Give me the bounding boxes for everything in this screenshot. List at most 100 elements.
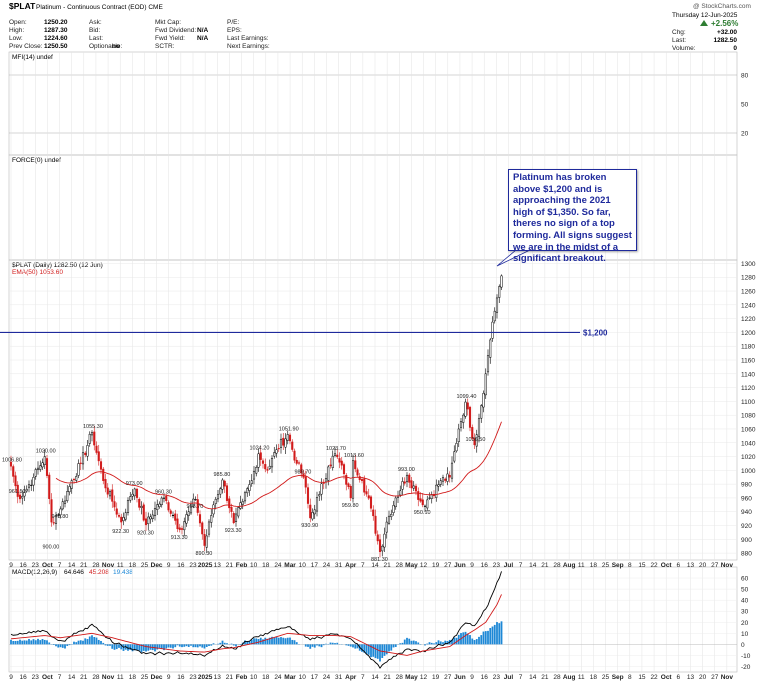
x-tick-label: 14 <box>68 674 76 681</box>
macd-histogram-bar <box>331 642 334 645</box>
candle-body <box>61 501 64 510</box>
candle-body <box>304 476 307 488</box>
x-tick-label: 11 <box>578 562 585 569</box>
macd-histogram-bar <box>199 644 201 647</box>
price-annotation: 920.30 <box>137 530 154 536</box>
macd-histogram-bar <box>417 642 420 645</box>
price-annotation: 973.00 <box>126 481 143 487</box>
x-tick-label: 11 <box>117 562 124 569</box>
header-field-label: High: <box>9 27 24 34</box>
candle-body <box>99 461 103 470</box>
candle-body <box>351 460 355 499</box>
candle-body <box>239 502 242 509</box>
candle-body <box>313 509 316 515</box>
macd-histogram-bar <box>464 631 467 645</box>
header-field-value: 0 <box>733 45 737 52</box>
x-tick-label: 10 <box>250 674 258 681</box>
macd-histogram-bar <box>462 632 465 645</box>
macd-histogram-bar <box>32 639 35 645</box>
x-tick-label: 10 <box>299 674 307 681</box>
header-field-value: 1250.50 <box>44 43 68 50</box>
macd-histogram-bar <box>235 644 237 647</box>
candle-body <box>453 451 456 462</box>
x-tick-label: Oct <box>42 562 54 569</box>
candle-body <box>147 516 150 525</box>
x-tick-label: 22 <box>650 674 658 681</box>
candle-body <box>72 478 76 481</box>
candle-body <box>241 501 244 505</box>
x-tick-label: 10 <box>250 562 258 569</box>
macd-histogram-bar <box>392 644 395 648</box>
annotation-box: Platinum has broken above $1,200 and is … <box>508 169 637 264</box>
candle-body <box>270 457 274 468</box>
candle-body <box>480 405 483 419</box>
candle-body <box>293 450 296 461</box>
macd-histogram-bar <box>446 640 449 645</box>
macd-histogram-bar <box>361 644 363 652</box>
macd-histogram-bar <box>268 637 271 645</box>
macd-histogram-bar <box>347 644 350 646</box>
x-tick-label: 28 <box>396 674 404 681</box>
candle-body <box>131 493 134 497</box>
price-annotation: 930.90 <box>301 523 318 529</box>
candle-body <box>93 431 96 446</box>
candle-body <box>284 438 287 448</box>
price-annotation: 950.10 <box>414 510 431 516</box>
candle-body <box>268 465 271 469</box>
macd-histogram-bar <box>471 638 474 645</box>
macd-histogram-bar <box>28 639 30 645</box>
price-annotation: 993.00 <box>398 467 415 473</box>
candle-body <box>248 484 251 491</box>
price-tick-label: 1200 <box>741 330 756 337</box>
macd-histogram-bar <box>221 640 224 645</box>
mfi-tick-label: 50 <box>741 102 749 109</box>
price-annotation: 960.30 <box>155 490 172 496</box>
macd-histogram-bar <box>284 638 287 645</box>
macd-histogram-bar <box>52 644 55 645</box>
x-tick-label: Apr <box>345 674 357 681</box>
price-tick-label: 1240 <box>741 302 756 309</box>
macd-histogram-bar <box>410 640 413 645</box>
candle-body <box>336 454 339 458</box>
candle-body <box>25 488 28 492</box>
x-tick-label: 9 <box>9 674 13 681</box>
price-tick-label: 1080 <box>741 413 756 420</box>
macd-histogram-bar <box>345 644 348 646</box>
macd-histogram-bar <box>129 644 132 650</box>
x-tick-label: 16 <box>177 562 185 569</box>
macd-histogram-bar <box>30 640 33 645</box>
price-annotation: 1055.30 <box>83 424 103 430</box>
x-tick-label: 13 <box>687 674 695 681</box>
candle-body <box>457 428 460 442</box>
ema-50-line <box>55 421 502 510</box>
macd-histogram-bar <box>435 642 438 645</box>
candle-body <box>419 498 422 502</box>
macd-histogram-bar <box>39 640 42 645</box>
macd-tick-label: 40 <box>741 598 749 605</box>
candle-body <box>392 505 395 513</box>
header-field-label: Last: <box>672 37 686 44</box>
candle-body <box>257 453 260 468</box>
macd-histogram-bar <box>113 644 116 650</box>
header-date: Thursday 12-Jun-2025 <box>672 12 738 19</box>
header-field-value: no <box>112 43 120 50</box>
candle-body <box>327 466 330 481</box>
candle-body <box>468 406 472 428</box>
macd-histogram-bar <box>428 642 431 645</box>
macd-histogram-bar <box>475 639 478 645</box>
header-field-label: Volume: <box>672 45 696 52</box>
x-tick-label: 10 <box>299 562 307 569</box>
candle-body <box>187 511 190 516</box>
candle-body <box>246 488 249 494</box>
macd-histogram-bar <box>190 644 192 646</box>
x-tick-label: 19 <box>432 562 440 569</box>
macd-histogram-bar <box>102 642 105 645</box>
price-annotation: 1024.20 <box>250 446 270 452</box>
macd-histogram-bar <box>140 644 143 653</box>
macd-histogram-bar <box>176 644 179 646</box>
macd-histogram-bar <box>388 644 390 652</box>
macd-histogram-bar <box>426 643 429 645</box>
candle-body <box>318 494 321 497</box>
header-field-label: Bid: <box>89 27 100 34</box>
